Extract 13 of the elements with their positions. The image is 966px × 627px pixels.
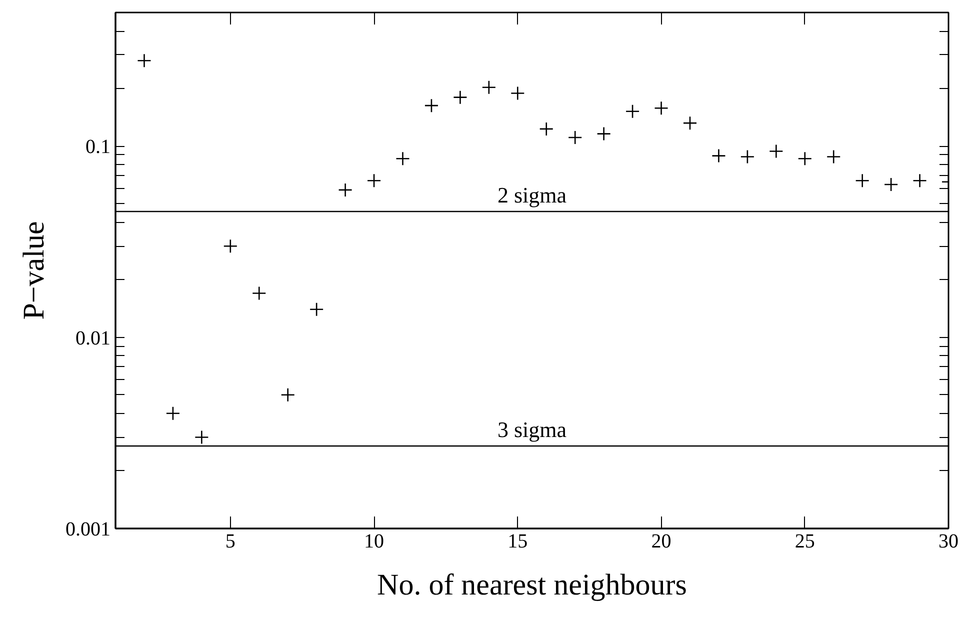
x-tick-label: 5 (225, 530, 236, 552)
x-tick-label: 25 (794, 530, 815, 552)
y-tick-label: 0.001 (66, 518, 110, 540)
x-tick-label: 20 (651, 530, 672, 552)
x-tick-label: 10 (364, 530, 384, 552)
ref-line-label: 2 sigma (497, 182, 567, 208)
x-tick-label: 30 (938, 530, 958, 552)
y-tick-label: 0.1 (86, 136, 110, 158)
x-axis-title: No. of nearest neighbours (377, 568, 687, 602)
ref-line-label: 3 sigma (497, 417, 567, 442)
x-tick-label: 15 (508, 530, 528, 552)
y-axis-title: P−value (18, 221, 50, 320)
y-tick-label: 0.01 (76, 327, 110, 350)
